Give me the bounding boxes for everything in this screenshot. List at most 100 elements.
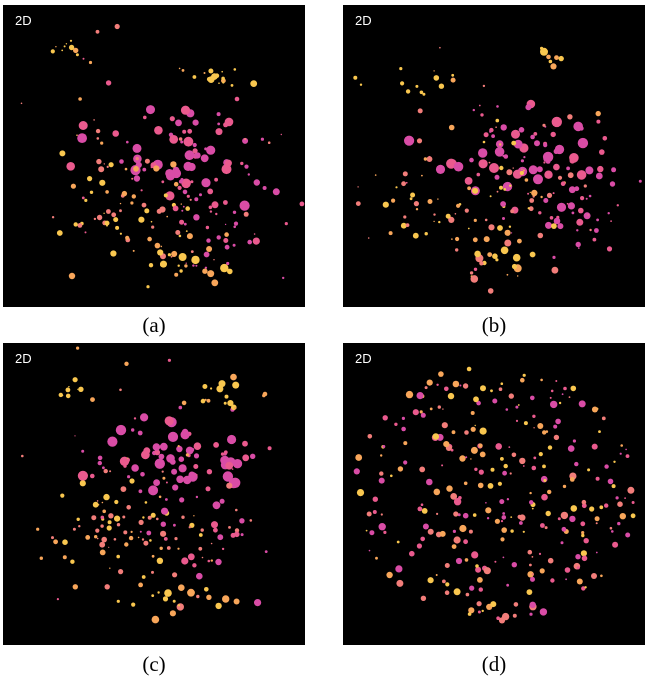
scatter-point	[79, 480, 86, 487]
scatter-point	[479, 261, 484, 266]
scatter-point	[439, 46, 441, 49]
scatter-point	[119, 209, 122, 213]
scatter-point	[198, 533, 203, 537]
scatter-point	[178, 179, 183, 184]
scatter-point	[451, 430, 456, 435]
scatter-point	[169, 135, 179, 144]
scatter-point	[513, 602, 519, 607]
scatter-point	[70, 183, 76, 189]
scatter-point	[355, 201, 361, 207]
scatter-point	[178, 234, 182, 238]
scatter-point	[56, 598, 60, 601]
scatter-point	[163, 193, 168, 198]
scatter-point	[223, 401, 227, 405]
scatter-point	[232, 243, 236, 247]
scatter-point	[107, 520, 112, 525]
scatter-point	[519, 521, 523, 525]
scatter-point	[539, 608, 548, 616]
scatter-point	[380, 454, 383, 457]
scatter-point	[537, 232, 544, 239]
scatter-point	[529, 251, 536, 258]
scatter-point	[204, 587, 209, 592]
scatter-point	[193, 453, 200, 459]
scatter-point	[495, 126, 497, 128]
scatter-point	[412, 409, 419, 416]
scatter-point	[99, 179, 106, 186]
scatter-point	[59, 150, 66, 157]
scatter-point	[595, 110, 601, 117]
scatter-point	[154, 449, 161, 456]
scatter-point	[172, 484, 179, 491]
scatter-point	[511, 263, 518, 270]
scatter-point	[76, 134, 78, 136]
scatter-point	[173, 523, 176, 527]
scatter-point	[465, 592, 470, 597]
scatter-point	[140, 413, 149, 422]
scatter-point	[172, 599, 176, 603]
scatter-point	[489, 163, 499, 173]
scatter-point	[77, 388, 79, 390]
scatter-point	[156, 557, 164, 564]
scatter-point	[217, 122, 221, 126]
scatter-point	[531, 556, 534, 558]
scatter-panel-c: 2D	[3, 343, 305, 645]
scatter-point	[125, 235, 130, 240]
scatter-point	[617, 501, 623, 507]
scatter-point	[244, 164, 249, 169]
scatter-point	[427, 577, 434, 584]
scatter-point	[179, 497, 185, 503]
scatter-point	[386, 571, 393, 579]
scatter-point	[357, 186, 359, 188]
scatter-point	[567, 202, 575, 210]
scatter-point	[177, 604, 181, 607]
scatter-point	[95, 528, 100, 533]
scatter-point	[178, 456, 185, 462]
scatter-point	[192, 142, 197, 148]
scatter-point	[173, 181, 179, 187]
scatter-point	[153, 165, 160, 172]
scatter-point	[138, 519, 144, 525]
scatter-point	[103, 468, 108, 474]
scatter-point	[504, 239, 512, 247]
scatter-point	[556, 202, 567, 212]
scatter-point	[540, 195, 543, 199]
scatter-point	[543, 198, 549, 203]
scatter-point	[146, 285, 150, 289]
scatter-point	[472, 187, 479, 194]
scatter-point	[161, 507, 169, 515]
scatter-point	[224, 159, 232, 167]
scatter-point	[478, 159, 488, 169]
scatter-point	[170, 255, 173, 258]
scatter-point	[540, 378, 543, 382]
scatter-point	[522, 169, 525, 172]
scatter-point	[114, 515, 121, 522]
scatter-point	[190, 180, 194, 184]
scatter-point	[553, 217, 561, 225]
scatter-point	[459, 455, 466, 462]
scatter-point	[233, 68, 237, 71]
scatter-point	[141, 538, 145, 541]
scatter-point	[484, 218, 488, 222]
scatter-point	[528, 165, 538, 175]
scatter-point	[472, 513, 477, 517]
scatter-point	[206, 398, 211, 403]
scatter-point	[540, 46, 544, 51]
scatter-point	[609, 181, 616, 187]
scatter-point	[249, 519, 253, 522]
scatter-point	[487, 252, 493, 257]
scatter-point	[467, 612, 472, 616]
scatter-point	[230, 477, 241, 488]
scatter-point	[176, 475, 184, 484]
scatter-point	[563, 386, 567, 391]
scatter-point	[169, 116, 175, 122]
scatter-point	[69, 39, 73, 42]
scatter-point	[482, 140, 486, 144]
scatter-point	[222, 595, 230, 603]
scatter-point	[107, 436, 118, 447]
scatter-point	[209, 210, 213, 213]
scatter-point	[146, 105, 155, 115]
scatter-point	[504, 229, 511, 236]
scatter-point	[73, 222, 78, 227]
scatter-point	[490, 389, 493, 393]
scatter-point	[571, 211, 575, 215]
